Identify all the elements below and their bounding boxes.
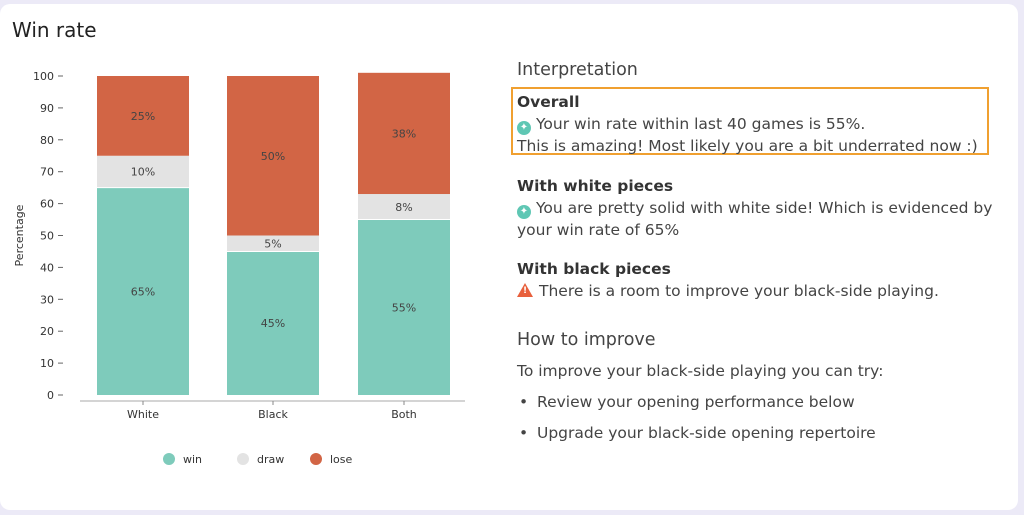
bar-data-label: 8% xyxy=(395,201,412,214)
black-title: With black pieces xyxy=(517,260,671,278)
overall-line1: Your win rate within last 40 games is 55… xyxy=(536,115,866,133)
bar-data-label: 45% xyxy=(261,317,285,330)
legend-swatch-lose xyxy=(310,453,322,465)
overall-section: Overall ✦ Your win rate within last 40 ga… xyxy=(517,91,1012,157)
black-section: With black pieces ! There is a room to im… xyxy=(517,258,1012,302)
improve-tips: Review your opening performance below Up… xyxy=(517,391,1012,444)
improve-section: To improve your black-side playing you c… xyxy=(517,360,1012,444)
bar-data-label: 55% xyxy=(392,301,416,314)
improve-heading: How to improve xyxy=(517,330,656,350)
bar-segment-win xyxy=(97,187,189,395)
legend-swatch-win xyxy=(163,453,175,465)
y-tick-label: 0 xyxy=(47,389,54,402)
warning-icon: ! xyxy=(517,283,533,297)
improve-intro: To improve your black-side playing you c… xyxy=(517,362,884,380)
legend-label-draw: draw xyxy=(257,453,284,466)
y-tick-label: 80 xyxy=(40,134,54,147)
y-axis-label: Percentage xyxy=(13,204,26,266)
overall-line2: This is amazing! Most likely you are a b… xyxy=(517,137,978,155)
bar-segment-win xyxy=(227,251,319,395)
overall-highlight-box xyxy=(511,87,989,155)
y-tick-label: 50 xyxy=(40,230,54,243)
white-section: With white pieces ✦ You are pretty solid … xyxy=(517,175,1012,241)
bar-data-label: 38% xyxy=(392,127,416,140)
y-tick-label: 60 xyxy=(40,198,54,211)
white-title: With white pieces xyxy=(517,177,674,195)
bar-segment-draw xyxy=(97,155,189,188)
y-tick-label: 70 xyxy=(40,166,54,179)
bar-data-label: 10% xyxy=(131,166,155,179)
x-tick-label: Black xyxy=(258,408,288,421)
y-tick-label: 30 xyxy=(40,293,54,306)
improve-tip: Review your opening performance below xyxy=(517,391,1012,413)
x-tick-label: White xyxy=(127,408,159,421)
star-badge-icon: ✦ xyxy=(517,205,531,219)
bar-data-label: 25% xyxy=(131,110,155,123)
y-tick-label: 20 xyxy=(40,325,54,338)
y-tick-label: 10 xyxy=(40,357,54,370)
bar-data-label: 5% xyxy=(264,237,281,250)
overall-title: Overall xyxy=(517,93,580,111)
x-tick-label: Both xyxy=(391,408,417,421)
interpretation-heading: Interpretation xyxy=(517,60,638,80)
bar-segment-draw xyxy=(358,194,450,220)
bar-segment-draw xyxy=(227,235,319,252)
bar-data-label: 65% xyxy=(131,285,155,298)
bar-segment-lose xyxy=(97,76,189,156)
black-text: There is a room to improve your black-si… xyxy=(539,282,939,300)
page-title: Win rate xyxy=(12,18,97,42)
star-badge-icon: ✦ xyxy=(517,121,531,135)
legend-swatch-draw xyxy=(237,453,249,465)
legend-label-lose: lose xyxy=(330,453,353,466)
bar-segment-win xyxy=(358,219,450,395)
bar-segment-lose xyxy=(227,76,319,236)
bar-segment-lose xyxy=(358,72,450,195)
improve-tip: Upgrade your black-side opening repertoi… xyxy=(517,422,1012,444)
win-rate-chart: 0 10 20 30 40 50 60 70 80 90 100 Percentage 65% 10% 25… xyxy=(13,70,465,466)
y-tick-label: 90 xyxy=(40,102,54,115)
y-tick-label: 40 xyxy=(40,261,54,274)
legend-label-win: win xyxy=(183,453,202,466)
bar-data-label: 50% xyxy=(261,150,285,163)
y-tick-label: 100 xyxy=(33,70,54,83)
white-text: You are pretty solid with white side! Wh… xyxy=(517,199,993,239)
